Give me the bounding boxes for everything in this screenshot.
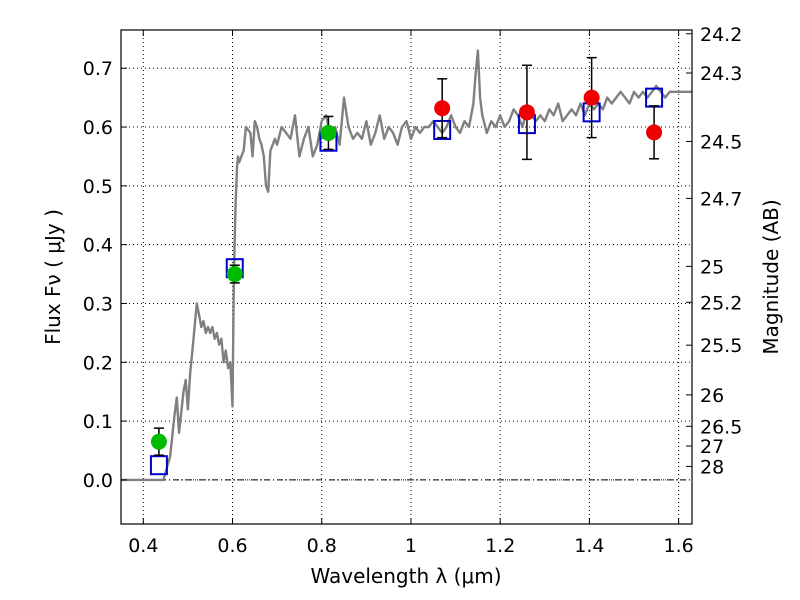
x-tick-label: 0.6 bbox=[217, 535, 247, 557]
model-flux-square bbox=[149, 455, 168, 476]
observed-flux-point bbox=[583, 89, 600, 106]
x-tick-label: 0.8 bbox=[307, 535, 337, 557]
model-spectrum-line bbox=[121, 49, 692, 482]
mag-tick-label: 27 bbox=[700, 436, 724, 458]
x-tick-label: 1.6 bbox=[664, 535, 694, 557]
observed-flux-point bbox=[226, 266, 243, 283]
ticks: 0.4 0.6 0.8 1 1.2 1.4 1.6 0.0 0.1 0.2 0.3 0.4 0.5 0.6… bbox=[83, 24, 743, 557]
observed-flux-point bbox=[150, 433, 167, 450]
mag-tick-label: 24.7 bbox=[700, 188, 742, 210]
y-axis-label: Flux Fν ( μJy ) bbox=[41, 209, 65, 345]
data-layer bbox=[121, 49, 692, 482]
y-tick-label: 0.4 bbox=[83, 235, 113, 257]
mag-tick-label: 25.2 bbox=[700, 292, 742, 314]
observed-flux-point bbox=[518, 104, 535, 121]
y-tick-label: 0.7 bbox=[83, 58, 113, 80]
observed-flux-point bbox=[434, 100, 451, 117]
x-axis-label: Wavelength λ (μm) bbox=[310, 564, 501, 588]
mag-tick-label: 28 bbox=[700, 456, 724, 478]
y-tick-label: 0.3 bbox=[83, 293, 113, 315]
y-tick-label: 0.2 bbox=[83, 352, 113, 374]
y-tick-label: 0.1 bbox=[83, 411, 113, 433]
observed-flux-point bbox=[320, 124, 337, 141]
mag-tick-label: 25.5 bbox=[700, 335, 742, 357]
plot-frame bbox=[120, 29, 693, 525]
x-tick-label: 1 bbox=[405, 535, 417, 557]
mag-tick-label: 25 bbox=[700, 256, 724, 278]
observed-flux-point bbox=[646, 124, 663, 141]
x-tick-label: 1.2 bbox=[485, 535, 515, 557]
x-tick-label: 0.4 bbox=[128, 535, 158, 557]
y-tick-label: 0.0 bbox=[83, 470, 113, 492]
mag-tick-label: 26 bbox=[700, 385, 724, 407]
y-axis-right-label: Magnitude (AB) bbox=[759, 199, 783, 354]
mag-tick-label: 24.2 bbox=[700, 24, 742, 46]
mag-tick-label: 24.5 bbox=[700, 131, 742, 153]
mag-tick-label: 24.3 bbox=[700, 63, 742, 85]
y-tick-label: 0.6 bbox=[83, 117, 113, 139]
x-tick-label: 1.4 bbox=[574, 535, 604, 557]
y-tick-label: 0.5 bbox=[83, 176, 113, 198]
mag-tick-label: 26.5 bbox=[700, 416, 742, 438]
